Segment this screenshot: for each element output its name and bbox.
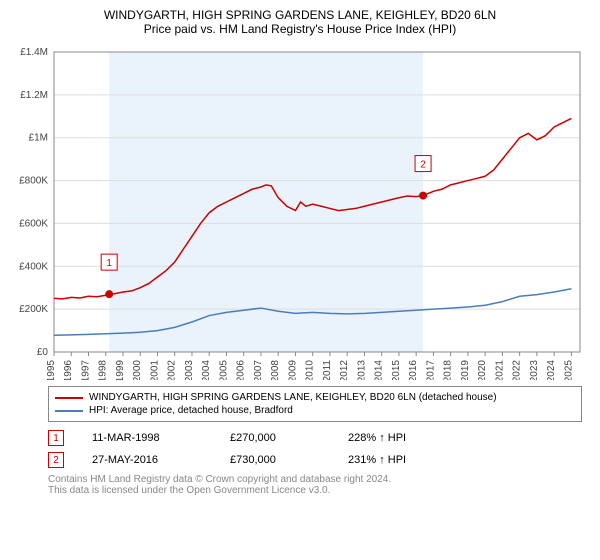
svg-text:2008: 2008	[270, 360, 281, 380]
svg-text:1996: 1996	[63, 360, 74, 380]
svg-text:2014: 2014	[374, 360, 385, 380]
legend-label: HPI: Average price, detached house, Brad…	[89, 405, 293, 416]
svg-text:£1.2M: £1.2M	[20, 90, 48, 101]
svg-text:2021: 2021	[494, 360, 505, 380]
svg-text:2006: 2006	[236, 360, 247, 380]
sale-event-row: 1 11-MAR-1998 £270,000 228% ↑ HPI	[48, 430, 582, 446]
svg-text:1: 1	[106, 258, 112, 269]
legend-item: WINDYGARTH, HIGH SPRING GARDENS LANE, KE…	[55, 391, 575, 404]
sale-events-list: 1 11-MAR-1998 £270,000 228% ↑ HPI 2 27-MAY-20…	[48, 430, 582, 468]
footnote: Contains HM Land Registry data © Crown c…	[48, 474, 582, 496]
svg-text:2005: 2005	[218, 360, 229, 380]
svg-text:2024: 2024	[546, 360, 557, 380]
sale-price: £730,000	[230, 454, 320, 466]
svg-text:2000: 2000	[132, 360, 143, 380]
footnote-line: This data is licensed under the Open Gov…	[48, 485, 582, 496]
svg-text:2002: 2002	[167, 360, 178, 380]
svg-text:2022: 2022	[512, 360, 523, 380]
svg-text:£0: £0	[37, 347, 49, 358]
svg-text:2019: 2019	[460, 360, 471, 380]
svg-text:£200K: £200K	[19, 304, 48, 315]
svg-text:1995: 1995	[46, 360, 57, 380]
svg-text:£800K: £800K	[19, 176, 48, 187]
svg-text:2023: 2023	[529, 360, 540, 380]
sale-event-row: 2 27-MAY-2016 £730,000 231% ↑ HPI	[48, 452, 582, 468]
sale-change: 228% ↑ HPI	[348, 432, 406, 444]
legend: WINDYGARTH, HIGH SPRING GARDENS LANE, KE…	[48, 386, 582, 422]
svg-text:2016: 2016	[408, 360, 419, 380]
svg-text:2007: 2007	[253, 360, 264, 380]
sale-marker-icon: 1	[48, 430, 64, 446]
price-chart-container: WINDYGARTH, HIGH SPRING GARDENS LANE, KE…	[8, 8, 592, 496]
svg-text:2025: 2025	[563, 360, 574, 380]
svg-text:2001: 2001	[149, 360, 160, 380]
svg-text:2010: 2010	[305, 360, 316, 380]
svg-text:£1M: £1M	[29, 133, 48, 144]
sale-marker-icon: 2	[48, 452, 64, 468]
sale-date: 11-MAR-1998	[92, 432, 202, 444]
svg-text:1997: 1997	[80, 360, 91, 380]
svg-text:2018: 2018	[443, 360, 454, 380]
svg-text:1998: 1998	[98, 360, 109, 380]
line-chart: £0 £200K £400K £600K £800K £1M £1.2M £1.4M 1995 1…	[8, 40, 592, 380]
svg-text:2011: 2011	[322, 360, 333, 380]
svg-text:2020: 2020	[477, 360, 488, 380]
chart-title: WINDYGARTH, HIGH SPRING GARDENS LANE, KE…	[8, 8, 592, 22]
legend-label: WINDYGARTH, HIGH SPRING GARDENS LANE, KE…	[89, 392, 497, 403]
svg-text:£600K: £600K	[19, 218, 48, 229]
chart-subtitle: Price paid vs. HM Land Registry's House …	[8, 22, 592, 36]
svg-text:2013: 2013	[356, 360, 367, 380]
svg-text:2003: 2003	[184, 360, 195, 380]
legend-item: HPI: Average price, detached house, Brad…	[55, 404, 575, 417]
legend-swatch	[55, 410, 83, 412]
svg-text:2009: 2009	[287, 360, 298, 380]
svg-text:1999: 1999	[115, 360, 126, 380]
svg-text:2017: 2017	[425, 360, 436, 380]
sale-date: 27-MAY-2016	[92, 454, 202, 466]
svg-text:2004: 2004	[201, 360, 212, 380]
svg-text:£400K: £400K	[19, 261, 48, 272]
sale-change: 231% ↑ HPI	[348, 454, 406, 466]
svg-text:2015: 2015	[391, 360, 402, 380]
svg-text:2012: 2012	[339, 360, 350, 380]
footnote-line: Contains HM Land Registry data © Crown c…	[48, 474, 582, 485]
sale-price: £270,000	[230, 432, 320, 444]
legend-swatch	[55, 397, 83, 399]
svg-text:2: 2	[420, 160, 426, 171]
svg-text:£1.4M: £1.4M	[20, 47, 48, 58]
